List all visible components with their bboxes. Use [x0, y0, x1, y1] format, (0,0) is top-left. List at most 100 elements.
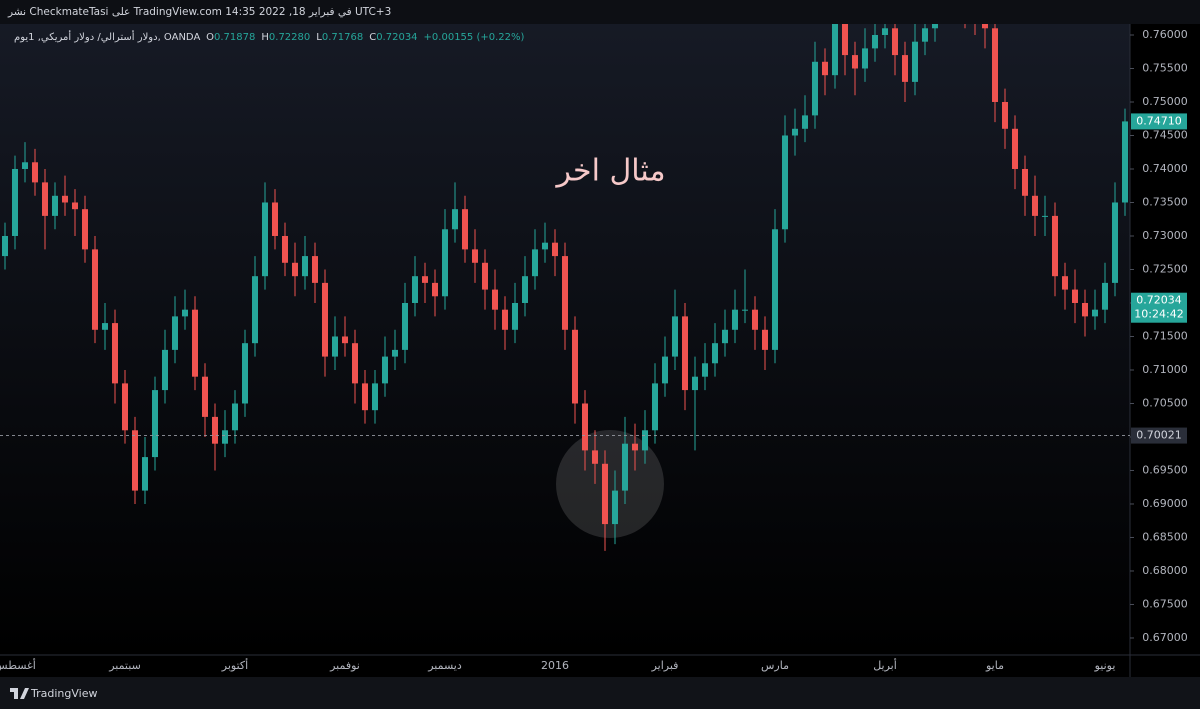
candle-body [762, 329, 768, 350]
candle-body [632, 443, 638, 451]
y-tick-label: 0.76000 [1142, 28, 1188, 41]
candle-body [32, 162, 38, 183]
y-tick-label: 0.69500 [1142, 463, 1188, 476]
candle-body [622, 443, 628, 491]
y-tick-label: 0.74500 [1142, 128, 1188, 141]
candle-body [122, 383, 128, 431]
annotation: مثال اخر [554, 154, 665, 189]
price-line-badge [1131, 427, 1187, 444]
candle-body [382, 356, 388, 384]
candle-body [422, 276, 428, 283]
candle-body [52, 195, 58, 216]
footer-bar [0, 677, 1200, 709]
candle-body [802, 115, 808, 129]
x-tick-label: ديسمبر [427, 659, 462, 672]
candle-body [1042, 215, 1048, 217]
y-tick-label: 0.73500 [1142, 195, 1188, 208]
y-tick-label: 0.72500 [1142, 262, 1188, 275]
legend-value: 0.72034 [376, 32, 417, 43]
legend-change: +0.00155 (+0.22%) [424, 32, 525, 43]
candle-body [542, 242, 548, 250]
legend-value: 0.71768 [322, 32, 363, 43]
candle-body [512, 302, 518, 330]
candle-body [672, 316, 678, 357]
candle-body [592, 450, 598, 464]
x-tick-label: سبتمبر [108, 659, 141, 672]
candle-body [282, 235, 288, 263]
candle-body [1022, 168, 1028, 196]
x-tick-label: نوفمبر [329, 659, 360, 672]
candle-body [312, 256, 318, 283]
candle-body [42, 182, 48, 216]
candle-body [252, 276, 258, 344]
candle-body [102, 323, 108, 330]
header-text: نشر CheckmateTasi على TradingView.com 14… [7, 6, 391, 18]
candle-body [852, 55, 858, 69]
candle-body [842, 24, 848, 56]
candle-body [242, 343, 248, 404]
candle-body [112, 323, 118, 384]
candle-body [682, 316, 688, 391]
candle-body [1102, 282, 1108, 310]
candle-body [302, 256, 308, 277]
candle-body [482, 262, 488, 290]
candle-body [1032, 195, 1038, 216]
candle-body [332, 336, 338, 357]
y-tick-label: 0.71500 [1142, 329, 1188, 342]
candle-body [642, 430, 648, 451]
candle-body [62, 195, 68, 203]
y-tick-label: 0.70500 [1142, 396, 1188, 409]
candle-body [1072, 289, 1078, 303]
candle-body [92, 249, 98, 330]
candle-body [882, 28, 888, 35]
candle-body [412, 276, 418, 303]
y-tick-label: 0.67000 [1142, 631, 1188, 644]
y-tick-label: 0.73000 [1142, 229, 1188, 242]
candle-body [1082, 302, 1088, 317]
marker-badge [1131, 113, 1187, 130]
candle-body [652, 383, 658, 431]
candle-body [1092, 309, 1098, 317]
legend-key: O [206, 32, 214, 43]
candle-body [932, 24, 938, 29]
candle-body [1062, 276, 1068, 290]
candle-body [742, 309, 748, 311]
countdown: 10:24:42 [1134, 308, 1183, 321]
highlight-circle [556, 430, 664, 538]
last-price-badge [1131, 292, 1187, 323]
x-tick-label: مارس [761, 659, 789, 672]
candle-body [402, 302, 408, 350]
candle-body [552, 242, 558, 257]
candle-body [602, 463, 608, 525]
candle-body [892, 28, 898, 56]
candle-body [362, 383, 368, 411]
candle-body [392, 349, 398, 357]
header-bar [0, 0, 1200, 24]
candle-body [732, 309, 738, 330]
candle-body [1052, 215, 1058, 277]
price-line-label: 0.70021 [1136, 429, 1182, 442]
symbol: دولار أسترالي/ دولار أمريكي, 1يوم, OANDA [14, 30, 200, 43]
legend-key: L [316, 32, 322, 43]
candle-body [452, 209, 458, 230]
candle-body [272, 202, 278, 236]
candle-body [922, 28, 928, 42]
candle-body [822, 61, 828, 76]
x-tick-label: فبراير [651, 659, 679, 672]
candle-body [532, 249, 538, 277]
y-tick-label: 0.67500 [1142, 597, 1188, 610]
candle-body [992, 28, 998, 102]
legend-key: H [261, 32, 269, 43]
candle-body [812, 61, 818, 116]
candle-body [1012, 128, 1018, 169]
brand-logo [10, 688, 29, 699]
candle-body [792, 128, 798, 136]
x-tick-label: 2016 [541, 659, 569, 672]
candle-body [912, 41, 918, 82]
x-tick-label: أكتوبر [221, 658, 248, 672]
y-tick-label: 0.75500 [1142, 61, 1188, 74]
y-tick-label: 0.69000 [1142, 497, 1188, 510]
candle-body [352, 343, 358, 384]
candle-body [142, 457, 148, 491]
